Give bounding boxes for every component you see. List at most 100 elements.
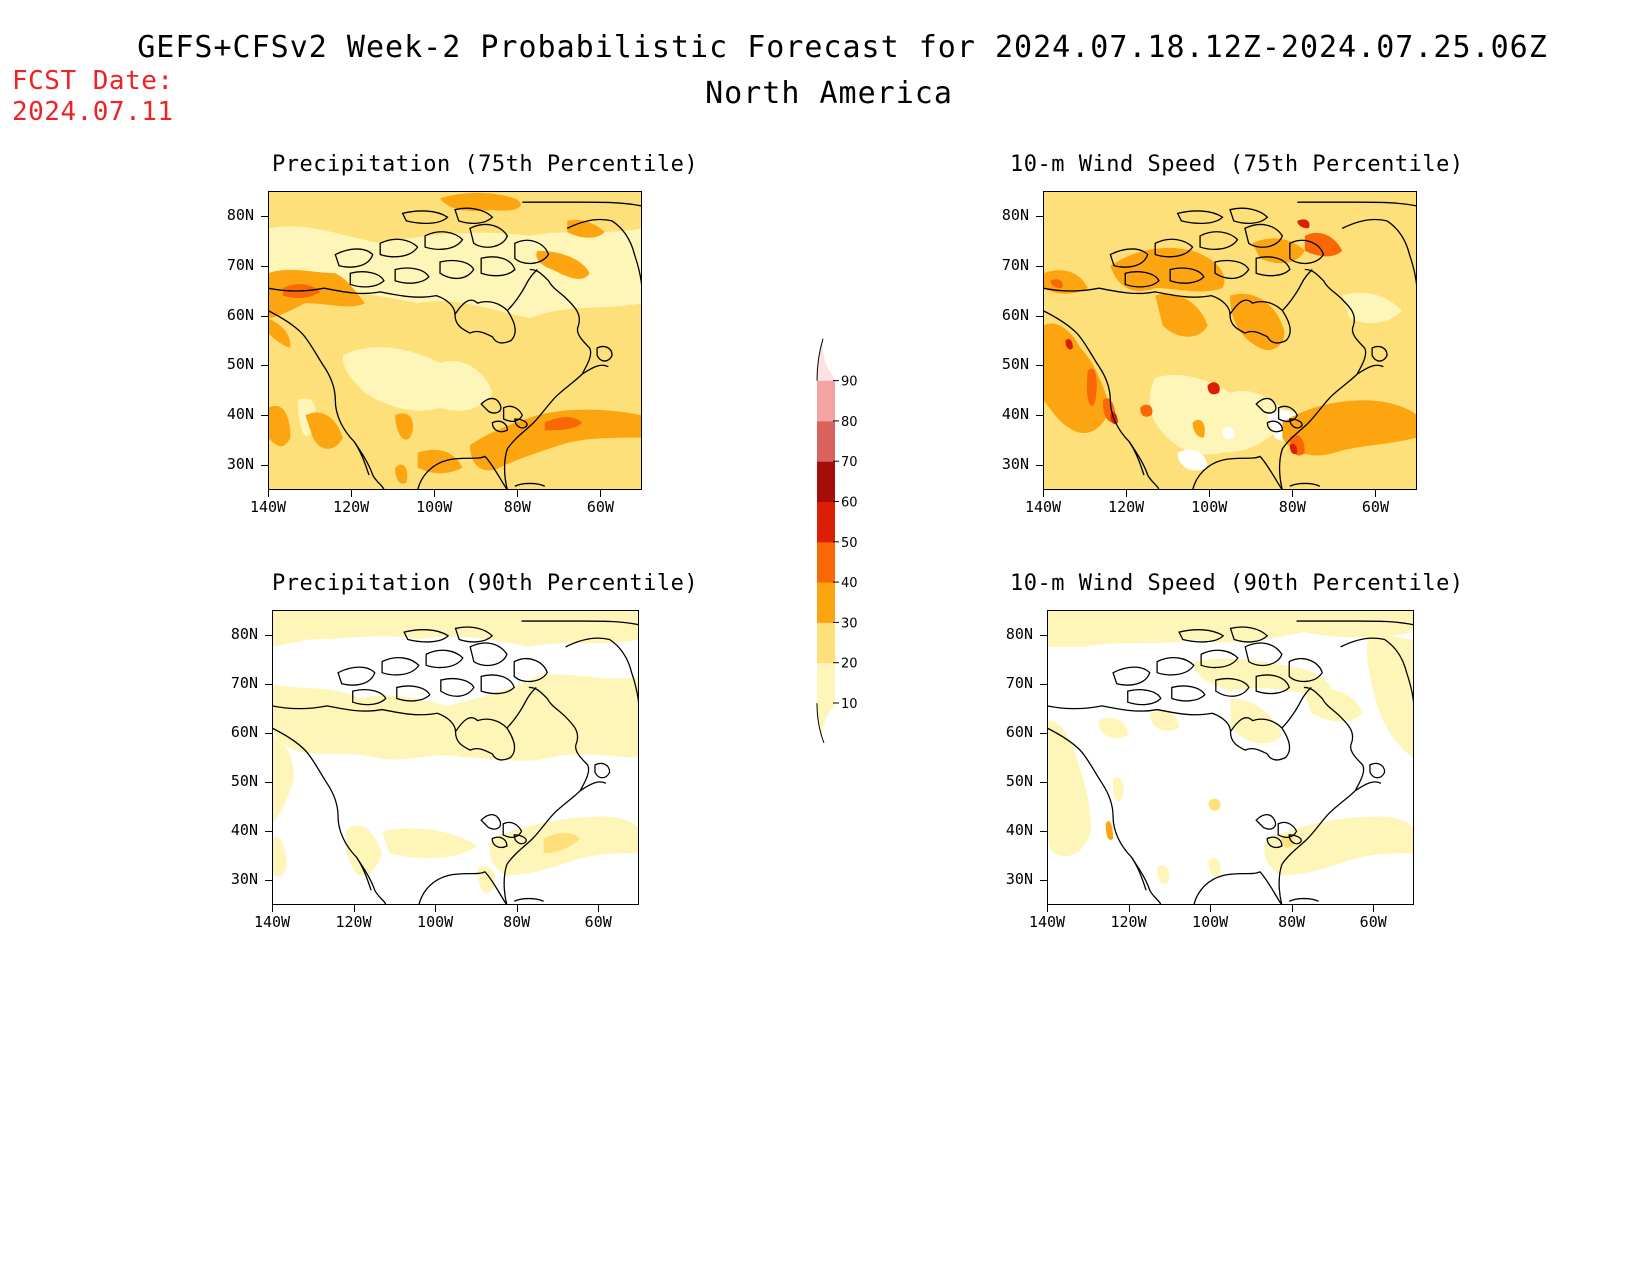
lat-tick-label: 70N bbox=[1001, 255, 1029, 274]
panel-title-wind75: 10-m Wind Speed (75th Percentile) bbox=[1010, 152, 1464, 177]
coastline bbox=[506, 269, 538, 312]
lat-tick-label: 30N bbox=[230, 870, 258, 889]
lat-tick-label: 30N bbox=[226, 455, 254, 474]
coastline bbox=[454, 207, 494, 224]
map-wind75 bbox=[1043, 191, 1417, 490]
coastline bbox=[1296, 620, 1414, 626]
coastline bbox=[1047, 727, 1162, 905]
coastline bbox=[379, 238, 419, 258]
colorbar-label: 50 bbox=[841, 536, 858, 551]
lat-tick-mark bbox=[261, 415, 268, 417]
lon-tick-mark bbox=[268, 490, 269, 497]
coastline bbox=[1127, 689, 1162, 706]
lat-tick-mark bbox=[265, 831, 272, 833]
lat-tick-label: 40N bbox=[230, 821, 258, 840]
coastline bbox=[594, 762, 611, 779]
coastline bbox=[503, 364, 609, 490]
lat-tick-label: 50N bbox=[230, 772, 258, 791]
field-c20 bbox=[1208, 798, 1221, 811]
lon-tick-mark bbox=[351, 490, 353, 497]
coastline bbox=[514, 418, 528, 429]
field-c40 bbox=[1050, 279, 1063, 289]
colorbar-segment bbox=[817, 501, 835, 543]
region-subtitle: North America bbox=[705, 76, 953, 111]
colorbar-segment bbox=[817, 541, 835, 583]
coastline bbox=[480, 814, 502, 830]
coastline bbox=[506, 686, 537, 729]
lat-tick-mark bbox=[1036, 265, 1043, 267]
field-c30 bbox=[417, 449, 463, 474]
field-c40 bbox=[1086, 368, 1097, 407]
lat-tick-mark bbox=[265, 880, 272, 882]
field-c30 bbox=[1043, 323, 1111, 434]
coastline bbox=[1112, 666, 1151, 686]
field-c30 bbox=[1155, 293, 1208, 337]
lat-tick-label: 50N bbox=[1005, 772, 1033, 791]
lon-tick-label: 140W bbox=[253, 913, 291, 931]
coastline bbox=[1193, 871, 1283, 905]
colorbar-cap-high-edge bbox=[816, 338, 824, 381]
field-c30 bbox=[1192, 419, 1205, 438]
field-c10 bbox=[1149, 710, 1180, 731]
field-c10 bbox=[342, 347, 493, 411]
field-c20 bbox=[1281, 835, 1294, 848]
coastline bbox=[1229, 299, 1291, 344]
coastline bbox=[1215, 677, 1250, 697]
lat-tick-label: 40N bbox=[1001, 405, 1029, 424]
field-c30 bbox=[536, 250, 590, 279]
coastline bbox=[1109, 248, 1149, 268]
coastline bbox=[528, 686, 590, 791]
colorbar: 10 20 30 40 50 60 70 80 90 bbox=[816, 338, 858, 744]
coastline bbox=[1277, 821, 1298, 838]
lon-tick-mark bbox=[516, 905, 518, 912]
coastline bbox=[513, 658, 548, 683]
coastline bbox=[1191, 455, 1283, 490]
coastline bbox=[440, 677, 475, 697]
lat-tick-label: 30N bbox=[1005, 870, 1033, 889]
field-c30 bbox=[1110, 247, 1225, 292]
lon-tick-label: 80W bbox=[503, 498, 531, 516]
lat-tick-mark bbox=[1036, 315, 1043, 317]
lat-tick-label: 80N bbox=[230, 624, 258, 643]
colorbar-label: 20 bbox=[841, 657, 858, 672]
lon-tick-mark bbox=[1126, 490, 1128, 497]
lat-tick-label: 40N bbox=[226, 405, 254, 424]
coastline bbox=[1281, 269, 1313, 312]
colorbar-cap-low bbox=[817, 703, 835, 743]
colorbar-segment bbox=[817, 622, 835, 664]
lon-tick-mark bbox=[1291, 905, 1293, 912]
field-c10 bbox=[1230, 698, 1282, 744]
lon-tick-mark bbox=[1128, 905, 1130, 912]
field-c20 bbox=[543, 833, 581, 854]
field-c30 bbox=[440, 192, 521, 212]
panel-title-wind90: 10-m Wind Speed (90th Percentile) bbox=[1010, 571, 1464, 596]
field-c30 bbox=[1043, 270, 1088, 294]
colorbar-label: 10 bbox=[841, 697, 858, 712]
lon-tick-mark bbox=[434, 490, 436, 497]
colorbar-label: 40 bbox=[841, 576, 858, 591]
coastline bbox=[1214, 259, 1250, 280]
field-c30 bbox=[1105, 820, 1114, 840]
field-c10 bbox=[345, 825, 383, 876]
coastline bbox=[1244, 642, 1283, 667]
lon-tick-label: 140W bbox=[1024, 498, 1062, 516]
field-c10 bbox=[1264, 816, 1414, 876]
coastline bbox=[491, 836, 508, 849]
coastline bbox=[1288, 658, 1323, 683]
coastline bbox=[272, 727, 387, 905]
coastline bbox=[502, 821, 523, 838]
coastline bbox=[401, 210, 449, 224]
coastline bbox=[1229, 207, 1269, 224]
lon-tick-label: 60W bbox=[1361, 498, 1389, 516]
lat-tick-label: 70N bbox=[226, 255, 254, 274]
colorbar-label: 60 bbox=[841, 496, 858, 511]
lon-tick-label: 100W bbox=[1192, 913, 1229, 931]
lat-tick-mark bbox=[1040, 683, 1047, 685]
coastline bbox=[514, 239, 550, 265]
field-c50 bbox=[1297, 219, 1310, 229]
lat-tick-label: 80N bbox=[226, 205, 254, 224]
lon-tick-mark bbox=[1047, 905, 1048, 912]
field-c10 bbox=[1113, 777, 1124, 802]
field-c10 bbox=[272, 674, 639, 761]
coastline bbox=[1369, 762, 1386, 779]
